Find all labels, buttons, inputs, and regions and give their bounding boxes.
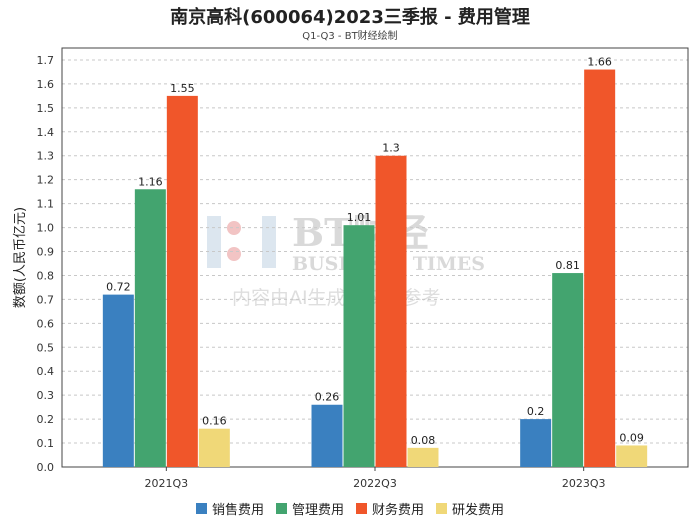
y-tick-label: 0.7 bbox=[37, 293, 55, 306]
x-tick-label: 2021Q3 bbox=[145, 477, 189, 490]
y-tick-label: 1.2 bbox=[37, 174, 55, 187]
bar bbox=[584, 69, 616, 467]
watermark-logo-bar bbox=[262, 216, 276, 268]
data-label: 1.01 bbox=[347, 211, 372, 224]
watermark-notice: 内容由AI生成，仅供参考 bbox=[232, 287, 441, 309]
y-tick-label: 1.1 bbox=[37, 198, 55, 211]
x-tick-label: 2023Q3 bbox=[562, 477, 606, 490]
x-tick-label: 2022Q3 bbox=[353, 477, 397, 490]
bar bbox=[520, 419, 552, 467]
y-tick-label: 1.0 bbox=[37, 222, 55, 235]
legend-swatch bbox=[275, 503, 287, 514]
legend-label: 管理费用 bbox=[291, 503, 344, 518]
data-label: 0.08 bbox=[411, 434, 436, 447]
legend-item: 研发费用 bbox=[436, 499, 504, 518]
chart-title: 南京高科(600064)2023三季报 - 费用管理 bbox=[170, 7, 530, 28]
y-tick-label: 1.6 bbox=[37, 78, 55, 91]
legend-swatch bbox=[436, 503, 448, 514]
y-tick-label: 1.4 bbox=[37, 126, 55, 139]
legend-item: 财务费用 bbox=[356, 499, 424, 518]
y-tick-label: 0.5 bbox=[37, 341, 55, 354]
data-label: 0.2 bbox=[527, 405, 545, 418]
y-tick-label: 0.6 bbox=[37, 317, 55, 330]
watermark-logo-dot bbox=[227, 247, 241, 261]
data-label: 0.81 bbox=[555, 259, 580, 272]
bar bbox=[311, 404, 343, 467]
y-tick-label: 1.3 bbox=[37, 150, 55, 163]
legend-label: 财务费用 bbox=[372, 503, 425, 518]
legend-swatch bbox=[195, 503, 207, 514]
data-label: 1.66 bbox=[587, 56, 612, 69]
legend-item: 管理费用 bbox=[275, 499, 344, 518]
legend-label: 研发费用 bbox=[452, 503, 505, 518]
bar bbox=[134, 189, 166, 467]
bar bbox=[166, 95, 198, 467]
bar bbox=[102, 294, 134, 467]
y-tick-label: 1.5 bbox=[37, 102, 55, 115]
legend-item: 销售费用 bbox=[195, 499, 264, 518]
data-label: 1.16 bbox=[138, 175, 163, 188]
legend-swatch bbox=[356, 503, 367, 514]
bar bbox=[552, 273, 584, 467]
data-label: 0.16 bbox=[202, 415, 227, 428]
y-tick-label: 0.9 bbox=[37, 246, 55, 259]
bar bbox=[343, 225, 375, 467]
legend-label: 销售费用 bbox=[211, 503, 264, 518]
data-label: 0.26 bbox=[315, 391, 340, 404]
y-tick-label: 0.8 bbox=[37, 269, 55, 282]
data-label: 1.55 bbox=[170, 82, 195, 95]
y-tick-label: 1.7 bbox=[37, 54, 55, 67]
watermark-logo-dot bbox=[227, 221, 241, 235]
y-tick-label: 0.0 bbox=[37, 461, 55, 474]
data-label: 1.3 bbox=[382, 142, 400, 155]
bar bbox=[198, 428, 230, 467]
bar bbox=[407, 447, 439, 467]
watermark-logo-bar bbox=[207, 216, 221, 268]
chart-subtitle: Q1-Q3 - BT财经绘制 bbox=[302, 31, 398, 42]
chart-legend: 销售费用 管理费用 财务费用 研发费用 bbox=[0, 499, 700, 518]
y-tick-label: 0.3 bbox=[37, 389, 55, 402]
bar bbox=[616, 445, 648, 467]
data-label: 0.72 bbox=[106, 281, 131, 294]
y-tick-label: 0.4 bbox=[37, 365, 55, 378]
bar bbox=[375, 155, 407, 467]
y-tick-label: 0.1 bbox=[37, 437, 55, 450]
y-axis-label: 数额(人民币亿元) bbox=[13, 207, 28, 308]
y-tick-label: 0.2 bbox=[37, 413, 55, 426]
data-label: 0.09 bbox=[619, 431, 644, 444]
